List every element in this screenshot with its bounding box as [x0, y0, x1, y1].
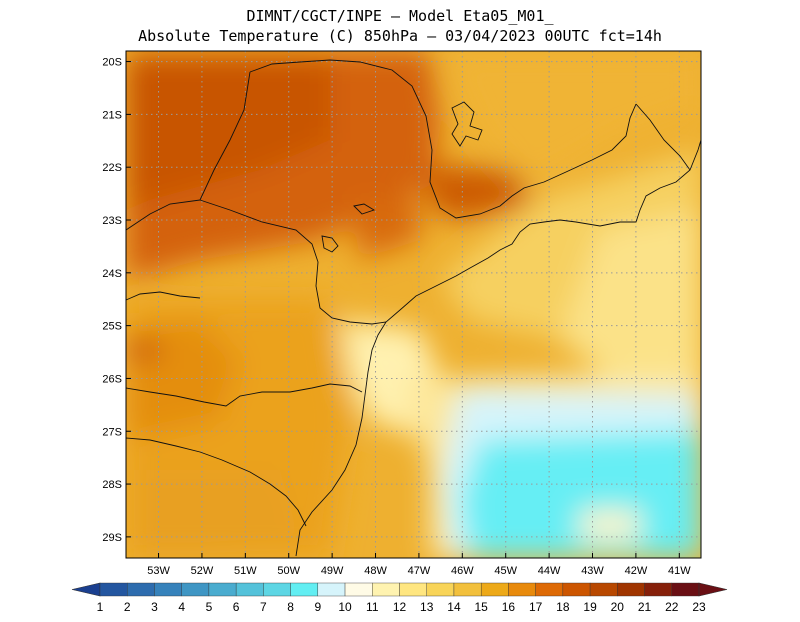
coastline	[295, 139, 701, 557]
reservoir-furnas	[451, 101, 483, 147]
colorbar: 1 2 3 4 5 6 7 8 9 10 11 12 13 14 15 16 17 18 19 20 21 22 23	[71, 582, 728, 614]
colorbar-swatch	[235, 582, 264, 597]
colorbar-swatch	[671, 582, 700, 597]
colorbar-label: 3	[151, 600, 158, 614]
colorbar-label: 8	[287, 600, 294, 614]
colorbar-swatch	[589, 582, 618, 597]
colorbar-swatch	[181, 582, 210, 597]
colorbar-swatch	[344, 582, 373, 597]
colorbar-label: 11	[366, 600, 379, 614]
longitude-ticks: 53W 52W 51W 50W 49W 48W 47W 46W 45W 44W 43W 42W 41W	[147, 553, 691, 577]
colorbar-label: 13	[420, 600, 434, 614]
colorbar-label: 5	[206, 600, 213, 614]
lon-tick-label: 49W	[321, 565, 344, 577]
colorbar-swatch	[127, 582, 155, 597]
coastline-and-borders	[126, 59, 701, 557]
latitude-ticks: 20S 21S 22S 23S 24S 25S 26S 27S 28S 29S	[102, 57, 131, 544]
international-border	[126, 291, 201, 301]
lat-tick-label: 27S	[102, 426, 122, 438]
colorbar-swatch	[644, 582, 672, 597]
lon-tick-label: 47W	[408, 565, 431, 577]
lat-tick-label: 20S	[102, 57, 122, 69]
colorbar-label: 18	[556, 600, 570, 614]
lon-tick-label: 43W	[581, 565, 604, 577]
colorbar-label: 16	[502, 600, 516, 614]
colorbar-arrow-high	[698, 582, 728, 597]
lon-tick-label: 50W	[277, 565, 300, 577]
colorbar-label: 10	[338, 600, 352, 614]
colorbar-label: 19	[583, 600, 597, 614]
reservoir-tiete	[353, 203, 376, 215]
lat-tick-label: 24S	[102, 268, 122, 280]
colorbar-swatch	[263, 582, 291, 597]
colorbar-label: 14	[447, 600, 461, 614]
colorbar-swatch	[426, 582, 455, 597]
colorbar-label: 21	[638, 600, 652, 614]
lon-tick-label: 41W	[668, 565, 691, 577]
reservoir-parana	[321, 235, 339, 253]
colorbar-swatch	[372, 582, 400, 597]
colorbar-arrow-low	[71, 582, 101, 597]
colorbar-label: 6	[233, 600, 240, 614]
colorbar-swatch	[399, 582, 427, 597]
temperature-field	[126, 51, 701, 558]
colorbar-swatch	[535, 582, 564, 597]
colorbar-label: 23	[692, 600, 706, 614]
lon-tick-label: 51W	[234, 565, 257, 577]
state-border-mg-es	[635, 103, 691, 171]
colorbar-label: 20	[611, 600, 625, 614]
lon-tick-label: 53W	[147, 565, 170, 577]
colorbar-swatch	[99, 582, 128, 597]
colorbar-swatch	[562, 582, 591, 597]
colorbar-swatch	[208, 582, 237, 597]
lat-tick-label: 22S	[102, 162, 122, 174]
lat-tick-label: 25S	[102, 321, 122, 333]
colorbar-swatch	[154, 582, 182, 597]
title-line-2: Absolute Temperature (C) 850hPa – 03/04/…	[138, 27, 662, 45]
state-border-pr-sp	[199, 199, 387, 325]
lat-tick-label: 23S	[102, 215, 122, 227]
state-border-pr-sc	[126, 383, 363, 407]
lon-tick-label: 46W	[451, 565, 474, 577]
state-border-sp-mg	[249, 59, 637, 219]
lon-tick-label: 44W	[538, 565, 561, 577]
colorbar-label: 15	[475, 600, 489, 614]
lat-lon-grid	[126, 51, 701, 558]
lat-tick-label: 28S	[102, 479, 122, 491]
lat-tick-label: 26S	[102, 373, 122, 385]
colorbar-label: 17	[529, 600, 543, 614]
colorbar-swatch	[508, 582, 536, 597]
lat-tick-label: 29S	[102, 532, 122, 544]
colorbar-swatch	[317, 582, 346, 597]
lon-tick-label: 52W	[191, 565, 214, 577]
colorbar-label: 1	[97, 600, 104, 614]
colorbar-swatch	[290, 582, 319, 597]
colorbar-label: 9	[314, 600, 321, 614]
colorbar-label: 4	[178, 600, 185, 614]
colorbar-swatch	[453, 582, 482, 597]
state-border-sc-rs	[126, 437, 307, 527]
colorbar-label: 7	[260, 600, 267, 614]
lon-tick-label: 48W	[364, 565, 387, 577]
title-line-1: DIMNT/CGCT/INPE – Model Eta05_M01_	[246, 7, 554, 25]
state-border-ms-sp	[199, 71, 251, 201]
lon-tick-label: 45W	[494, 565, 517, 577]
colorbar-label: 12	[393, 600, 407, 614]
map-frame	[125, 50, 702, 559]
colorbar-label: 22	[665, 600, 679, 614]
lat-tick-label: 21S	[102, 109, 122, 121]
colorbar-label: 2	[124, 600, 131, 614]
colorbar-swatch	[480, 582, 509, 597]
state-border-ms-pr	[126, 199, 201, 231]
colorbar-swatch	[617, 582, 645, 597]
lon-tick-label: 42W	[625, 565, 648, 577]
